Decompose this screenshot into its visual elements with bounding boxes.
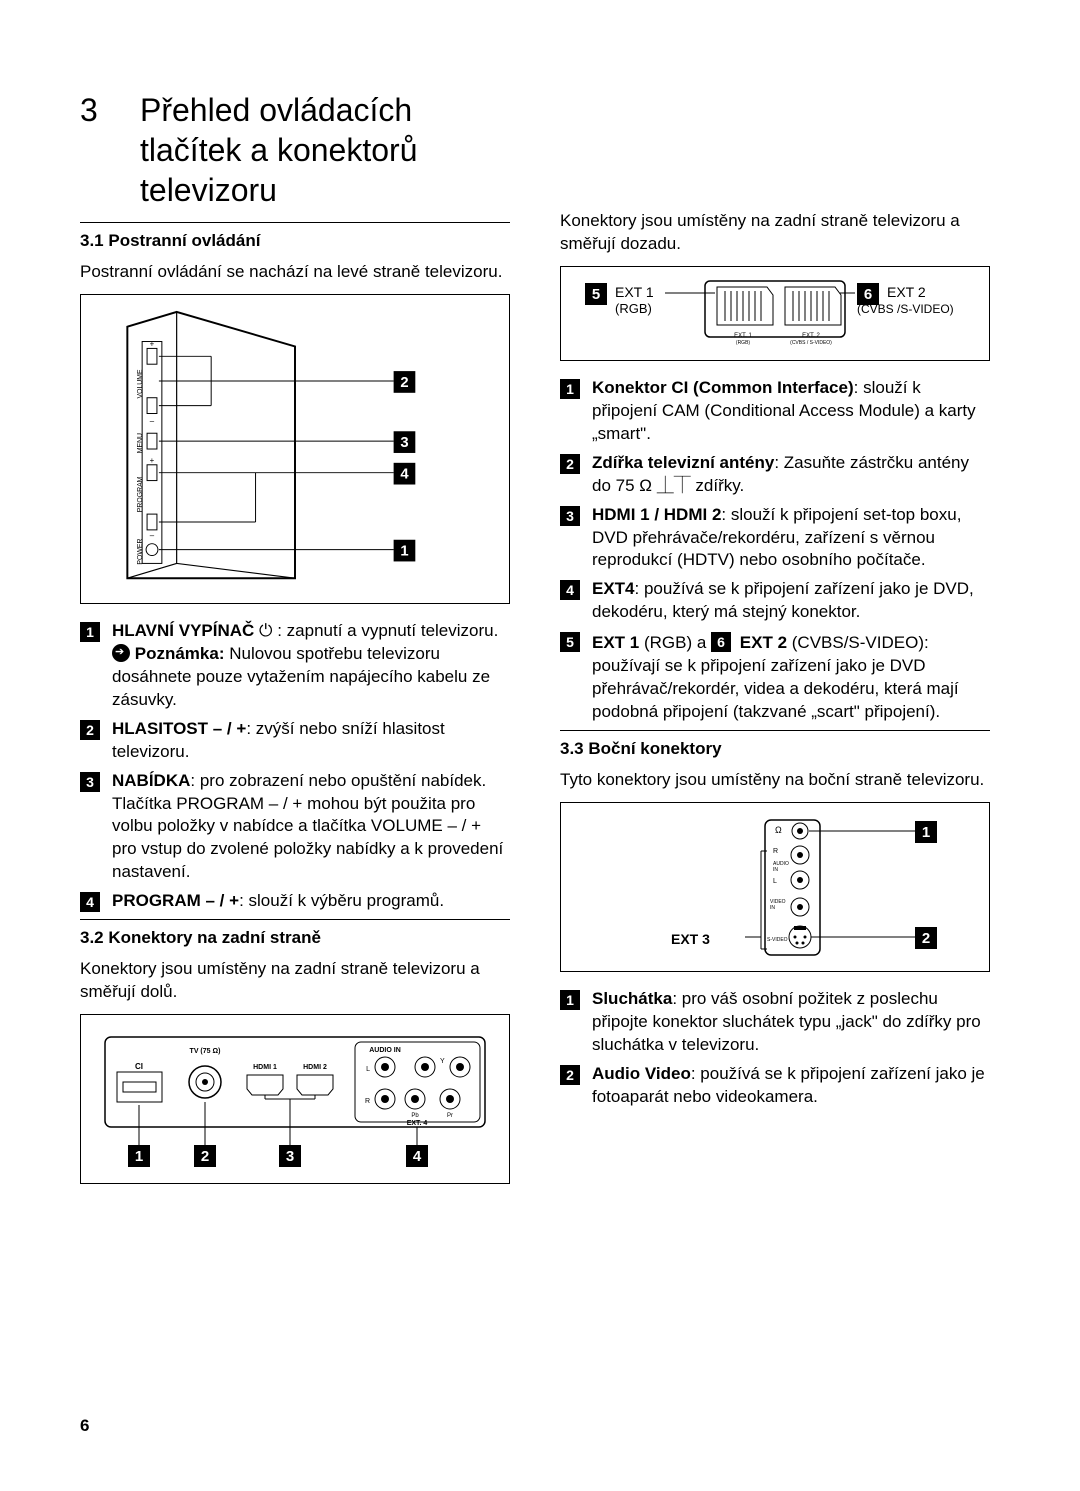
- svg-text:Pb: Pb: [411, 1113, 419, 1119]
- right-column: Konektory jsou umístěny na zadní straně …: [560, 90, 990, 1200]
- figure-rear-bottom-connectors: CI TV (75 Ω) HDMI 1 HDMI 2 AUDIO IN EXT.…: [80, 1014, 510, 1184]
- svg-text:–: –: [150, 416, 155, 425]
- s32-item-3: 3 HDMI 1 / HDMI 2: slouží k připojení se…: [560, 504, 990, 573]
- chapter-title: Přehled ovládacích tlačítek a konektorů …: [140, 90, 480, 210]
- svg-text:CI: CI: [135, 1062, 143, 1071]
- svg-text:EXT. 1: EXT. 1: [734, 333, 752, 339]
- s31-item-4: 4 PROGRAM – / +: slouží k výběru program…: [80, 890, 510, 913]
- chapter-number: 3: [80, 90, 140, 130]
- s32-item-2: 2 Zdířka televizní antény: Zasuňte zástr…: [560, 452, 990, 498]
- section-3-1-intro: Postranní ovládání se nachází na levé st…: [80, 261, 510, 284]
- left-column: 3Přehled ovládacích tlačítek a konektorů…: [80, 90, 510, 1200]
- svg-text:VOLUME: VOLUME: [137, 369, 144, 399]
- svg-text:(RGB): (RGB): [736, 340, 751, 346]
- svg-text:Y: Y: [440, 1058, 445, 1065]
- section-3-3-heading: 3.3 Boční konektory: [560, 739, 990, 759]
- s31-item-1: 1 HLAVNÍ VYPÍNAČ ⏻ : zapnutí a vypnutí t…: [80, 620, 510, 712]
- figure-rear-back-connectors: EXT. 1 (RGB) EXT. 2 (CVBS / S-VIDEO) 5 E…: [560, 266, 990, 361]
- svg-text:L: L: [773, 878, 777, 885]
- svg-text:PROGRAM: PROGRAM: [137, 476, 144, 512]
- svg-text:IN: IN: [770, 905, 775, 911]
- note-icon: [112, 644, 130, 662]
- svg-text:R: R: [365, 1098, 370, 1105]
- section-3-2-p1: Konektory jsou umístěny na zadní straně …: [80, 958, 510, 1004]
- svg-text:HDMI 1: HDMI 1: [253, 1064, 277, 1071]
- s32-item-1: 1 Konektor CI (Common Interface): slouží…: [560, 377, 990, 446]
- svg-text:1: 1: [922, 824, 930, 841]
- svg-text:5: 5: [592, 286, 600, 303]
- svg-text:R: R: [773, 848, 778, 855]
- rule: [560, 730, 990, 731]
- page-number: 6: [80, 1416, 89, 1436]
- chapter-heading: 3Přehled ovládacích tlačítek a konektorů…: [80, 90, 510, 210]
- s32-item-5: 5 EXT 1 (RGB) a 6 EXT 2 (CVBS/S-VIDEO): …: [560, 630, 990, 724]
- svg-text:1: 1: [400, 543, 408, 559]
- svg-text:+: +: [150, 456, 155, 465]
- svg-text:L: L: [366, 1066, 370, 1073]
- svg-text:2: 2: [922, 930, 930, 947]
- s33-item-1: 1 Sluchátka: pro váš osobní požitek z po…: [560, 988, 990, 1057]
- svg-text:AUDIO IN: AUDIO IN: [369, 1047, 401, 1054]
- section-3-2-p2: Konektory jsou umístěny na zadní straně …: [560, 210, 990, 256]
- svg-text:S-VIDEO: S-VIDEO: [767, 937, 788, 943]
- ext3-label: EXT 3: [671, 931, 710, 947]
- svg-text:Ω: Ω: [775, 825, 782, 835]
- svg-text:1: 1: [135, 1148, 143, 1165]
- svg-text:(CVBS /S-VIDEO): (CVBS /S-VIDEO): [857, 302, 954, 316]
- section-3-3-intro: Tyto konektory jsou umístěny na boční st…: [560, 769, 990, 792]
- svg-text:EXT. 4: EXT. 4: [407, 1120, 428, 1127]
- svg-text:3: 3: [286, 1148, 294, 1165]
- svg-text:(RGB): (RGB): [615, 301, 652, 316]
- svg-text:Pr: Pr: [447, 1113, 453, 1119]
- figure-side-connectors: EXT 3 Ω R AUDIO IN L VIDEO IN: [560, 802, 990, 972]
- svg-text:3: 3: [400, 435, 408, 451]
- rule: [80, 919, 510, 920]
- svg-text:4: 4: [413, 1148, 422, 1165]
- svg-text:IN: IN: [773, 867, 778, 873]
- svg-text:EXT. 2: EXT. 2: [802, 333, 820, 339]
- svg-text:EXT 2: EXT 2: [887, 284, 926, 300]
- svg-text:TV (75 Ω): TV (75 Ω): [190, 1048, 221, 1055]
- s33-item-2: 2 Audio Video: používá se k připojení za…: [560, 1063, 990, 1109]
- s32-item-4: 4 EXT4: používá se k připojení zařízení …: [560, 578, 990, 624]
- svg-text:+: +: [150, 339, 155, 348]
- figure-side-controls: VOLUME MENU PROGRAM POWER + – + –: [80, 294, 510, 604]
- svg-text:POWER: POWER: [137, 538, 144, 564]
- svg-text:EXT 1: EXT 1: [615, 284, 654, 300]
- section-3-1-heading: 3.1 Postranní ovládání: [80, 231, 510, 251]
- rule: [80, 222, 510, 223]
- svg-text:4: 4: [400, 467, 409, 483]
- svg-text:HDMI 2: HDMI 2: [303, 1064, 327, 1071]
- s31-item-2: 2 HLASITOST – / +: zvýší nebo sníží hlas…: [80, 718, 510, 764]
- svg-text:2: 2: [201, 1148, 209, 1165]
- svg-text:(CVBS / S-VIDEO): (CVBS / S-VIDEO): [790, 340, 832, 346]
- svg-text:6: 6: [864, 286, 872, 303]
- svg-text:MENU: MENU: [137, 433, 144, 453]
- s31-item-3: 3 NABÍDKA: pro zobrazení nebo opuštění n…: [80, 770, 510, 885]
- svg-text:2: 2: [400, 375, 408, 391]
- section-3-2-heading: 3.2 Konektory na zadní straně: [80, 928, 510, 948]
- svg-text:–: –: [150, 531, 155, 540]
